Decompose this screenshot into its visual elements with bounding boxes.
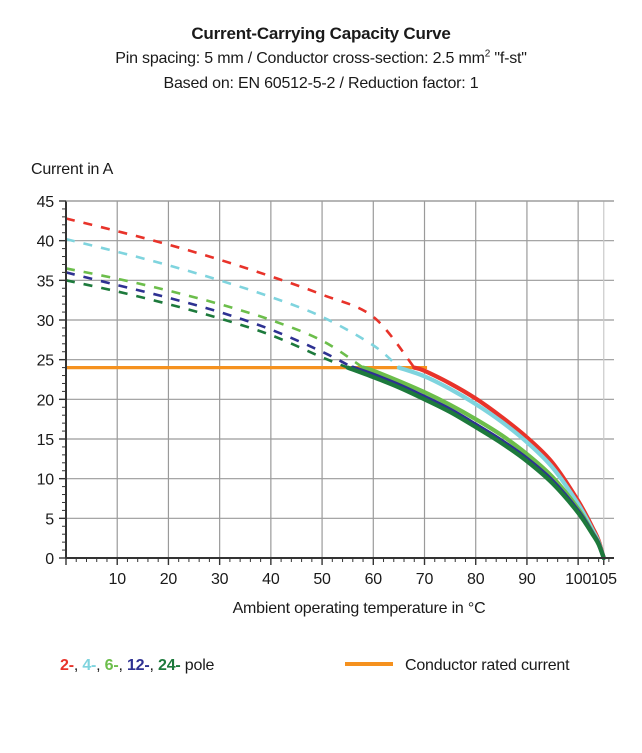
svg-text:35: 35 bbox=[37, 273, 55, 290]
svg-text:70: 70 bbox=[416, 571, 434, 588]
axis-lines bbox=[65, 200, 614, 559]
svg-text:105: 105 bbox=[591, 571, 617, 588]
subtitle-1-text: Pin spacing: 5 mm / Conductor cross-sect… bbox=[115, 50, 485, 67]
x-axis-label-text: Ambient operating temperature in °C bbox=[232, 600, 486, 617]
svg-text:100: 100 bbox=[565, 571, 591, 588]
legend-pole-12: 12- bbox=[126, 657, 150, 674]
svg-text:20: 20 bbox=[37, 392, 55, 409]
legend-separator: , bbox=[73, 657, 83, 674]
svg-text:40: 40 bbox=[262, 571, 280, 588]
svg-text:30: 30 bbox=[211, 571, 229, 588]
svg-text:40: 40 bbox=[37, 234, 55, 251]
svg-text:25: 25 bbox=[37, 353, 55, 370]
chart-titles: Current-Carrying Capacity Curve Pin spac… bbox=[0, 22, 642, 96]
legend-rated-current: Conductor rated current bbox=[345, 655, 570, 677]
x-axis-label: Ambient operating temperature in °C bbox=[0, 600, 642, 618]
svg-text:20: 20 bbox=[160, 571, 178, 588]
y-tick-labels: 0 5 10 15 20 25 30 35 40 45 bbox=[37, 194, 55, 568]
legend-pole-suffix: pole bbox=[180, 657, 215, 674]
data-series-lines bbox=[65, 217, 606, 561]
legend-pole-4: 4- bbox=[82, 657, 97, 674]
legend-rated-swatch bbox=[345, 662, 393, 667]
x-tick-labels: 10 20 30 40 50 60 70 80 90 100 105 bbox=[109, 571, 618, 588]
legend-separator: , bbox=[149, 657, 159, 674]
y-axis-label: Current in A bbox=[31, 161, 114, 178]
chart-subtitle-2: Based on: EN 60512-5-2 / Reduction facto… bbox=[163, 75, 479, 92]
major-tick-marks bbox=[59, 200, 605, 565]
chart-title: Current-Carrying Capacity Curve bbox=[191, 24, 451, 43]
grid-lines bbox=[66, 200, 614, 558]
svg-text:5: 5 bbox=[45, 511, 54, 528]
svg-text:10: 10 bbox=[37, 472, 55, 489]
svg-text:15: 15 bbox=[37, 432, 55, 449]
legend-separator: , bbox=[118, 657, 127, 674]
legend-pole-6: 6- bbox=[104, 657, 119, 674]
svg-text:45: 45 bbox=[37, 194, 55, 211]
svg-text:0: 0 bbox=[45, 551, 54, 568]
legend-separator: , bbox=[96, 657, 105, 674]
chart-subtitle-1: Pin spacing: 5 mm / Conductor cross-sect… bbox=[0, 46, 642, 71]
legend-rated-label: Conductor rated current bbox=[405, 657, 570, 674]
svg-text:80: 80 bbox=[467, 571, 485, 588]
legend-pole-2: 2- bbox=[60, 657, 74, 674]
svg-text:90: 90 bbox=[518, 571, 536, 588]
svg-text:10: 10 bbox=[109, 571, 127, 588]
subtitle-1-suffix: "f-st" bbox=[490, 50, 527, 67]
chart-legend: 2-, 4-, 6-, 12-, 24- pole Conductor rate… bbox=[0, 655, 642, 685]
svg-text:60: 60 bbox=[365, 571, 383, 588]
legend-poles-group: 2-, 4-, 6-, 12-, 24- pole bbox=[60, 655, 214, 677]
legend-pole-24: 24- bbox=[158, 657, 181, 674]
svg-text:30: 30 bbox=[37, 313, 55, 330]
subtitle-1-superscript: 2 bbox=[484, 48, 491, 60]
svg-text:50: 50 bbox=[313, 571, 331, 588]
